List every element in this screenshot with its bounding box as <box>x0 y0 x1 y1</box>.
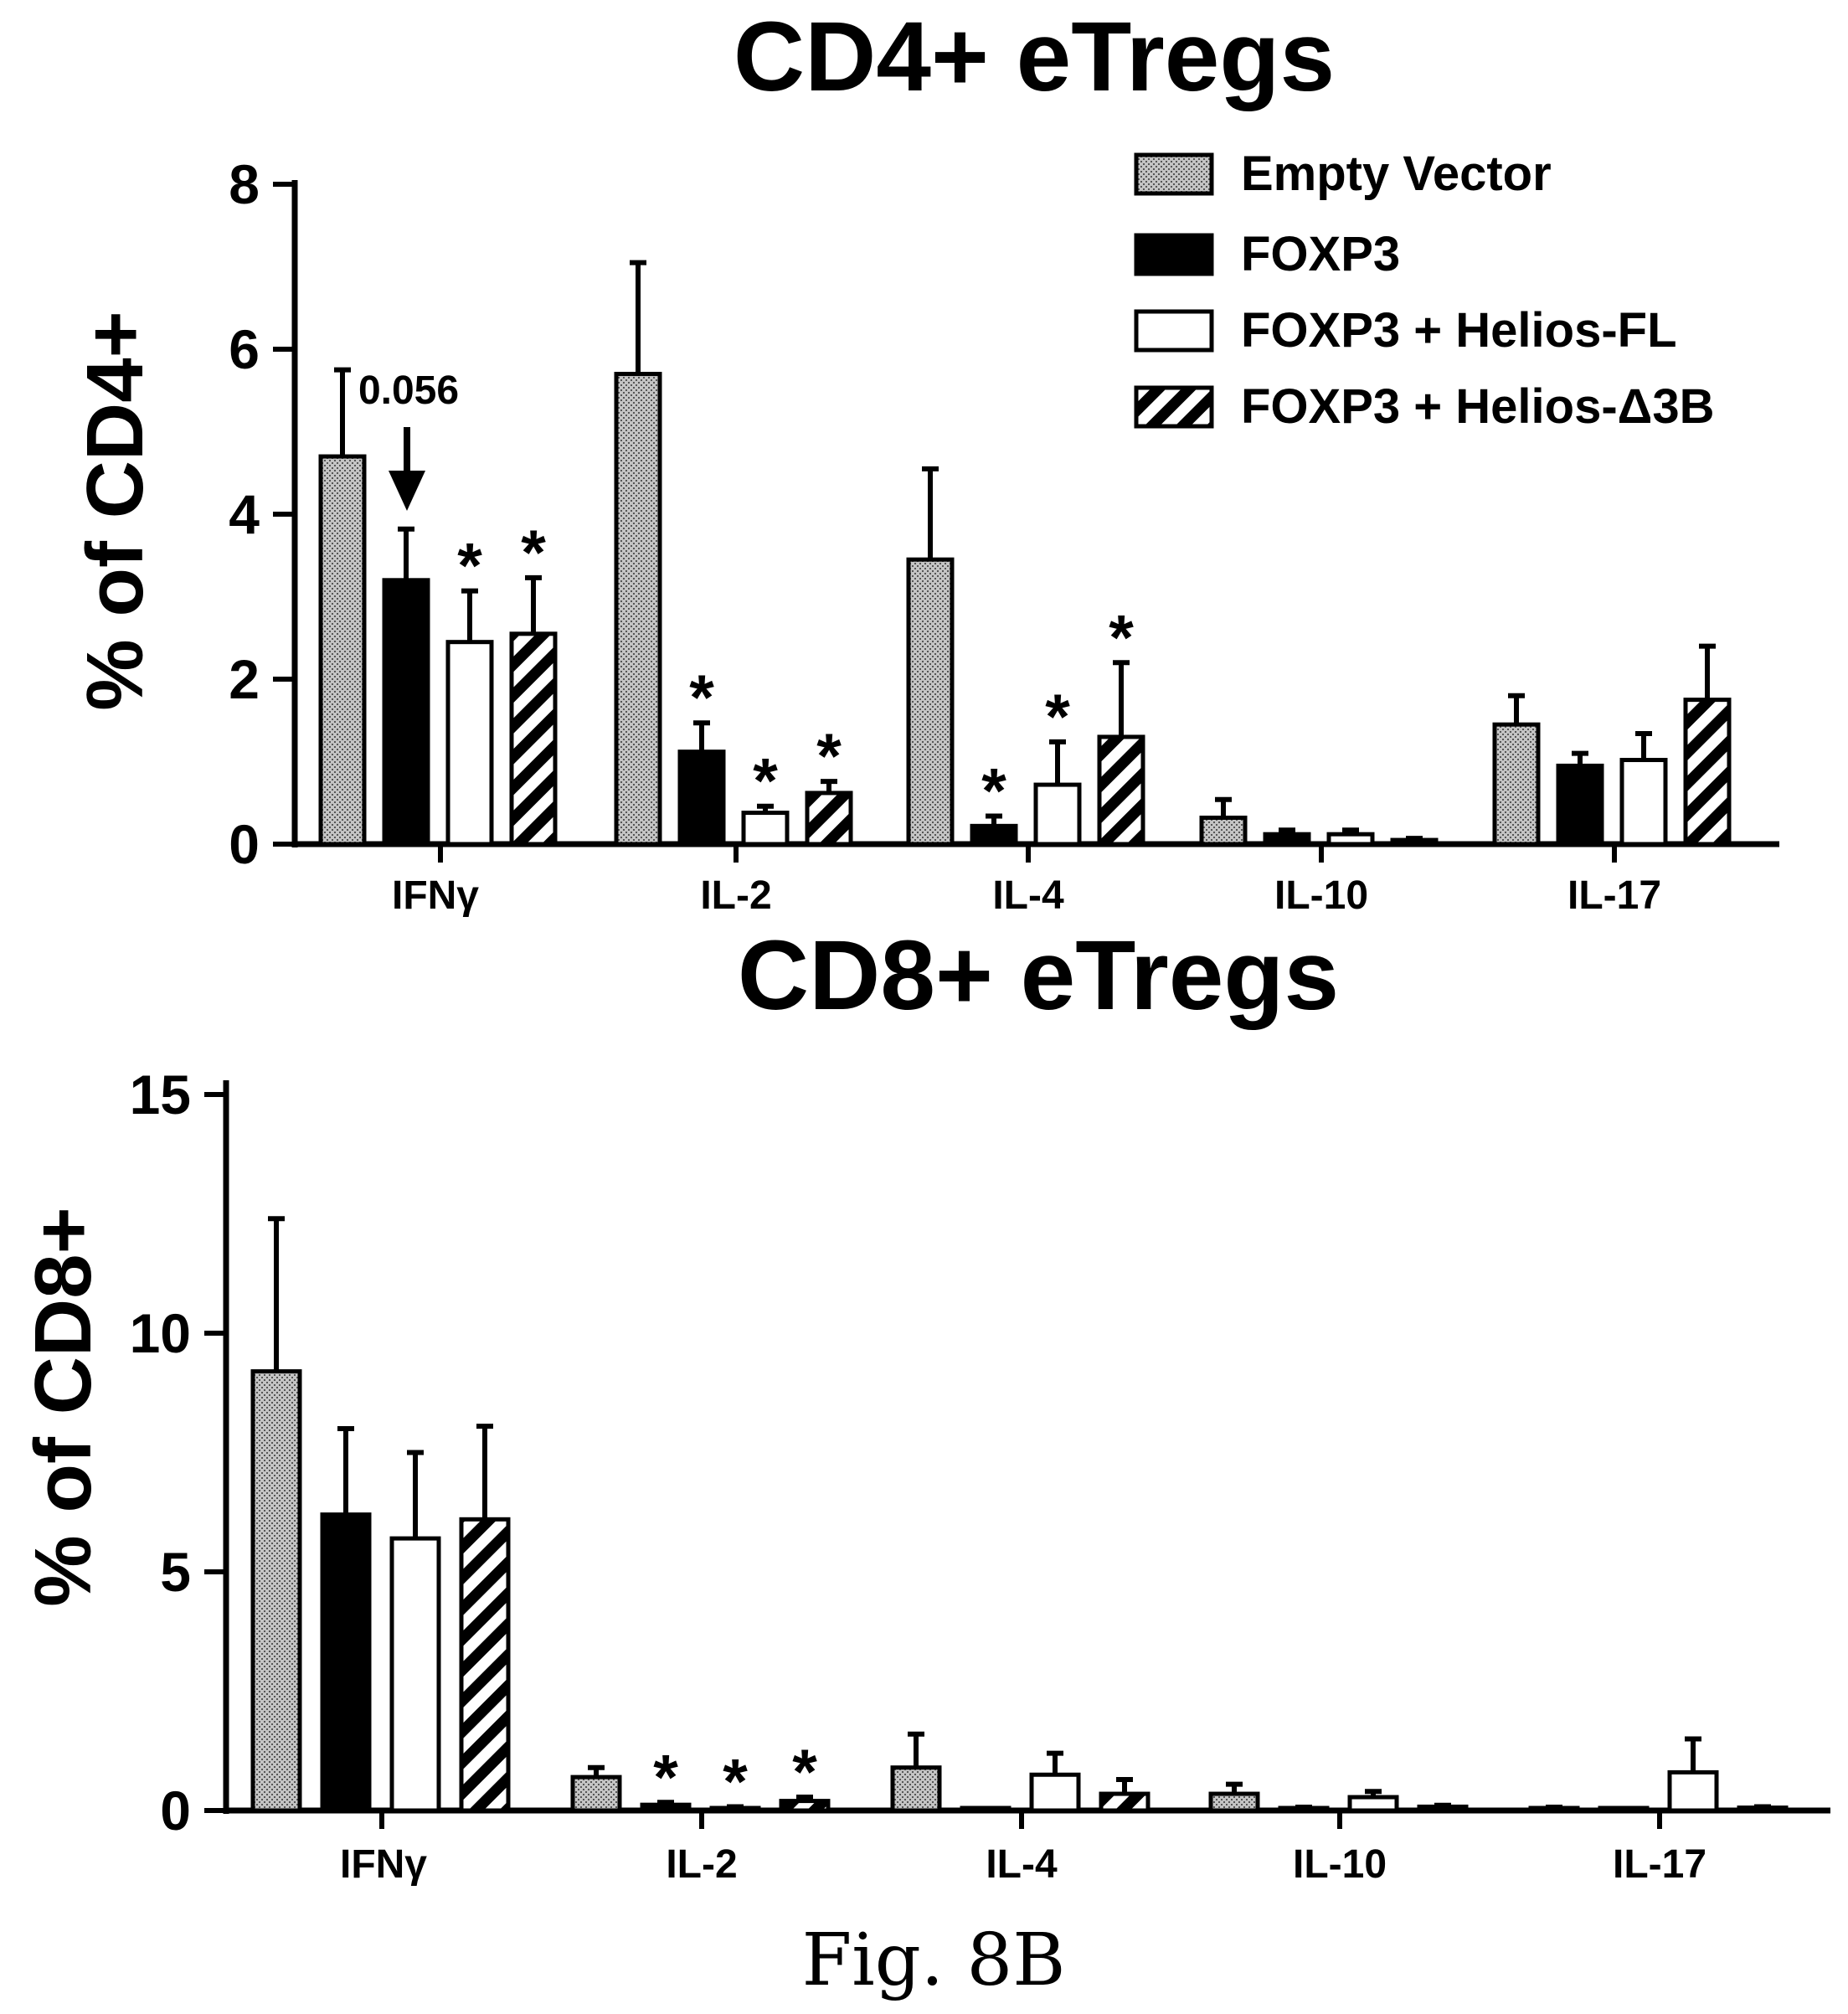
cd8-y-axis-label: % of CD8+ <box>18 1207 108 1606</box>
cd8-bar-helios-fl <box>1347 1795 1399 1813</box>
cd4-x-tick-label: IL-17 <box>1567 873 1661 918</box>
cd4-y-tick-label: 4 <box>229 483 260 545</box>
cd4-significance-star: * <box>1109 602 1134 673</box>
down-arrow-icon <box>389 471 425 511</box>
cd8-x-ticks: IFNγ IL-2 IL-4 IL-10 IL-17 <box>340 1811 1706 1887</box>
cd8-bar-foxp3 <box>640 1802 692 1813</box>
cd8-significance-star: * <box>792 1737 817 1808</box>
cd4-y-tick-label: 0 <box>229 813 260 875</box>
cd8-x-tick-label: IFNγ <box>340 1842 427 1887</box>
cd4-pvalue-label: 0.056 <box>358 368 459 413</box>
cd8-chart: CD8+ eTregs % of CD8+ 0 5 10 15 IFNγ IL-… <box>18 920 1830 1887</box>
cd4-x-tick-label: IL-10 <box>1274 873 1368 918</box>
cd4-bar-foxp3 <box>970 823 1018 847</box>
cd4-significance-star: * <box>981 756 1006 827</box>
legend-swatch-helios-d3b <box>1134 385 1214 429</box>
cd4-chart-title: CD4+ eTregs <box>734 2 1335 112</box>
cd4-y-axis-label: % of CD4+ <box>70 311 160 710</box>
cd8-bar-helios-d3b <box>459 1517 511 1813</box>
cd4-bar-empty-vector <box>614 372 662 847</box>
cd8-y-ticks: 0 5 10 15 <box>130 1064 226 1841</box>
cd4-bar-helios-d3b <box>509 631 558 847</box>
legend-swatch-empty-vector <box>1134 152 1214 196</box>
cd4-x-tick-label: IL-2 <box>700 873 771 918</box>
cd4-bar-helios-d3b <box>1390 837 1439 847</box>
cd4-significance-star: * <box>1045 682 1070 753</box>
cd4-bar-empty-vector <box>906 557 955 847</box>
legend-label-empty-vector: Empty Vector <box>1241 147 1552 201</box>
cd4-bar-foxp3 <box>1556 763 1604 847</box>
cd4-y-tick-label: 2 <box>229 648 260 710</box>
legend-swatch-helios-fl <box>1134 309 1214 353</box>
cd8-x-tick-label: IL-4 <box>986 1842 1058 1887</box>
cd4-bar-helios-fl <box>1326 832 1375 847</box>
cd4-x-tick-label: IL-4 <box>992 873 1064 918</box>
cd8-bar-foxp3 <box>1598 1805 1650 1813</box>
cd4-bar-helios-d3b <box>1097 734 1145 847</box>
cd8-bar-helios-fl <box>389 1536 441 1813</box>
legend-swatch-foxp3 <box>1134 233 1214 276</box>
cd4-y-ticks: 0 2 4 6 8 <box>229 153 295 875</box>
cd4-bar-helios-fl <box>741 811 790 847</box>
cd8-bar-helios-d3b <box>779 1799 831 1813</box>
cd8-bar-helios-fl <box>1029 1772 1081 1813</box>
cd4-x-ticks: IFNγ IL-2 IL-4 IL-10 IL-17 <box>392 844 1661 918</box>
cd8-bar-foxp3 <box>320 1512 372 1813</box>
cd8-x-tick-label: IL-2 <box>666 1842 737 1887</box>
legend-label-foxp3: FOXP3 <box>1241 227 1400 281</box>
cd8-bar-empty-vector <box>250 1369 302 1813</box>
cd4-bar-empty-vector <box>1199 815 1248 847</box>
cd8-significance-star: * <box>723 1746 748 1817</box>
cd4-bar-helios-fl <box>1033 782 1082 847</box>
cd4-pvalue-annotation: 0.056 <box>358 368 459 511</box>
cd8-chart-title: CD8+ eTregs <box>738 920 1339 1031</box>
legend: Empty Vector FOXP3 FOXP3 + Helios-FL FOX… <box>1134 147 1714 434</box>
cd4-bars: * * * * * * * * <box>318 260 1732 847</box>
cd8-bar-helios-d3b <box>1099 1791 1150 1813</box>
cd4-significance-star: * <box>816 721 842 792</box>
cd8-bar-foxp3 <box>960 1805 1012 1813</box>
cd4-significance-star: * <box>457 531 482 602</box>
cd8-x-tick-label: IL-17 <box>1613 1842 1706 1887</box>
cd4-bar-foxp3 <box>677 749 726 847</box>
cd8-bar-foxp3 <box>1278 1805 1330 1813</box>
cd8-bar-helios-d3b <box>1737 1805 1789 1813</box>
cd8-y-tick-label: 10 <box>130 1302 191 1364</box>
cd8-y-tick-label: 5 <box>160 1541 191 1603</box>
cd4-y-tick-label: 8 <box>229 153 260 215</box>
cd4-bar-helios-d3b <box>805 791 853 847</box>
cd8-bar-helios-d3b <box>1417 1804 1469 1813</box>
cd8-significance-star: * <box>653 1742 678 1813</box>
cd4-bar-helios-d3b <box>1683 698 1732 847</box>
cd8-bar-empty-vector <box>570 1774 622 1813</box>
cd8-bar-helios-fl <box>1667 1769 1719 1813</box>
cd4-y-tick-label: 6 <box>229 318 260 380</box>
cd4-x-tick-label: IFNγ <box>392 873 479 918</box>
cd8-bar-empty-vector <box>1528 1805 1580 1813</box>
legend-label-helios-fl: FOXP3 + Helios-FL <box>1241 303 1677 358</box>
cd4-bar-foxp3 <box>382 578 430 847</box>
cd4-significance-star: * <box>753 746 778 817</box>
cd8-bar-helios-fl <box>709 1805 761 1813</box>
cd4-bar-helios-fl <box>1619 758 1668 847</box>
figure-caption: Fig. 8B <box>802 1919 1066 2002</box>
cd8-y-tick-label: 0 <box>160 1780 191 1841</box>
cd4-significance-star: * <box>689 662 714 734</box>
cd4-bar-empty-vector <box>1492 722 1541 847</box>
cd4-bar-empty-vector <box>318 454 367 847</box>
cd8-bar-empty-vector <box>1208 1791 1260 1813</box>
cd4-significance-star: * <box>521 518 546 589</box>
cd8-bar-empty-vector <box>890 1765 942 1813</box>
cd4-bar-foxp3 <box>1263 832 1311 847</box>
cd8-x-tick-label: IL-10 <box>1293 1842 1387 1887</box>
cd4-chart: CD4+ eTregs % of CD4+ 0 2 4 6 8 IFNγ IL-… <box>70 2 1779 918</box>
legend-label-helios-d3b: FOXP3 + Helios-Δ3B <box>1241 379 1714 434</box>
cd8-bars: * * * <box>250 1216 1789 1817</box>
cd4-bar-helios-fl <box>445 640 494 847</box>
cd8-y-tick-label: 15 <box>130 1064 191 1125</box>
